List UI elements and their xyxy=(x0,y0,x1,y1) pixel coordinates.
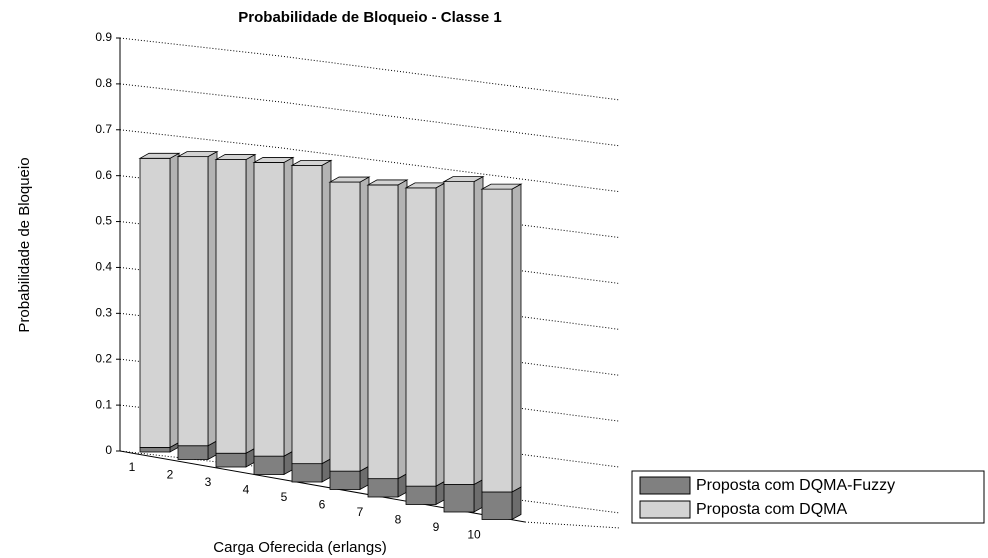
y-tick-label: 0.3 xyxy=(95,306,112,320)
legend-label: Proposta com DQMA xyxy=(696,501,847,518)
y-tick-label: 0.8 xyxy=(95,76,112,90)
bar-top xyxy=(214,154,257,160)
legend-label: Proposta com DQMA-Fuzzy xyxy=(696,477,895,494)
bar-top xyxy=(252,157,295,163)
bar xyxy=(291,164,323,465)
grid-line xyxy=(119,37,621,101)
bar xyxy=(405,485,437,505)
bar-top xyxy=(290,159,333,166)
bar-top xyxy=(442,176,485,183)
bar xyxy=(291,463,323,483)
legend: Proposta com DQMA-Fuzzy Proposta com DQMA xyxy=(631,470,985,524)
legend-box xyxy=(631,470,985,524)
x-tick-label: 1 xyxy=(129,460,136,474)
bar xyxy=(367,184,399,480)
bar xyxy=(481,188,513,493)
bar-top xyxy=(138,152,181,159)
bar-top xyxy=(176,151,219,158)
y-tick-label: 0.9 xyxy=(95,30,112,44)
grid-line xyxy=(119,83,621,147)
y-tick-label: 0.1 xyxy=(95,397,112,411)
floor-edge xyxy=(524,521,621,529)
x-tick-label: 7 xyxy=(357,505,364,519)
x-tick-label: 9 xyxy=(433,520,440,534)
y-tick-label: 0.7 xyxy=(95,122,112,136)
y-axis-label: Probabilidade de Bloqueio xyxy=(16,157,33,332)
bar xyxy=(405,187,437,487)
bar xyxy=(139,447,171,453)
x-tick-label: 8 xyxy=(395,513,402,527)
x-axis-label: Carga Oferecida (erlangs) xyxy=(213,539,386,556)
bar-top xyxy=(366,179,409,186)
bar xyxy=(481,491,513,520)
bar xyxy=(443,181,475,485)
y-tick-label: 0.2 xyxy=(95,351,112,365)
bar-side xyxy=(511,486,522,521)
bar xyxy=(253,455,285,475)
bar xyxy=(253,162,285,457)
bar xyxy=(215,159,247,454)
bar-top xyxy=(480,183,523,190)
bar xyxy=(177,445,209,460)
x-tick-label: 3 xyxy=(205,475,212,489)
x-tick-label: 2 xyxy=(167,468,174,482)
bar-side xyxy=(511,183,522,493)
bar-top xyxy=(328,176,371,183)
bar xyxy=(367,478,399,498)
legend-swatch xyxy=(639,476,691,495)
x-tick-label: 10 xyxy=(467,528,481,542)
x-tick-label: 6 xyxy=(319,498,326,512)
bar xyxy=(329,470,361,490)
bar xyxy=(215,452,247,468)
y-tick-label: 0 xyxy=(105,443,112,457)
bar xyxy=(329,181,361,472)
bar xyxy=(443,484,475,513)
x-tick-label: 4 xyxy=(243,483,250,497)
y-tick-label: 0.6 xyxy=(95,168,112,182)
y-tick-label: 0.4 xyxy=(95,260,112,274)
y-tick-label: 0.5 xyxy=(95,214,112,228)
chart-title: Probabilidade de Bloqueio - Classe 1 xyxy=(238,9,501,26)
legend-swatch xyxy=(639,500,691,519)
bar xyxy=(177,156,209,447)
bar xyxy=(139,157,171,448)
x-tick-label: 5 xyxy=(281,490,288,504)
